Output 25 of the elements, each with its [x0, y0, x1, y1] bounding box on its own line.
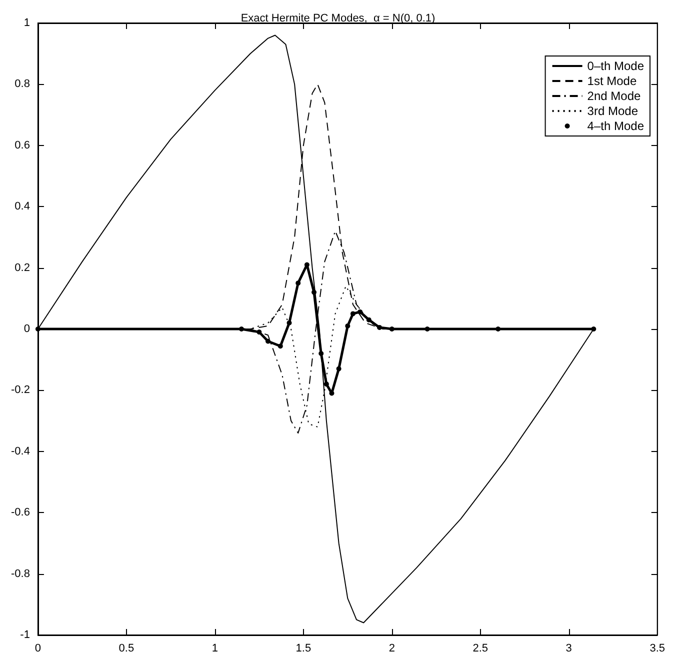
y-tick-label: -0.8	[10, 568, 30, 580]
x-tick-label: 0.5	[118, 642, 134, 654]
x-tick-label: 0	[34, 642, 42, 654]
x-tick-label: 3.5	[650, 642, 666, 654]
y-tick-label: 0.8	[14, 78, 30, 90]
y-tick-label: 1	[24, 17, 30, 29]
x-tick-label: 1.5	[296, 642, 312, 654]
legend-label: 2nd Mode	[587, 89, 641, 103]
y-tick-label: -0.2	[10, 384, 30, 396]
x-tick-label: 2.5	[472, 642, 488, 654]
legend-label: 3rd Mode	[587, 104, 638, 118]
y-tick-label: -0.6	[10, 506, 30, 519]
legend-label: 0–th Mode	[587, 59, 644, 73]
y-tick-label: 0	[24, 323, 30, 335]
chart-title: Exact Hermite PC Modes, α = N(0, 0.1)	[240, 12, 436, 24]
y-tick-label: 0.2	[14, 262, 30, 274]
y-tick-label: -0.4	[10, 445, 30, 458]
y-tick-label: 0.6	[14, 139, 30, 152]
x-tick-label: 1	[212, 642, 218, 654]
x-tick-label: 2	[388, 642, 395, 654]
y-tick-label: -1	[20, 629, 30, 641]
x-tick-label: 3	[566, 642, 572, 654]
y-tick-label: 0.4	[14, 200, 30, 213]
legend-label: 4–th Mode	[587, 119, 644, 133]
legend-label: 1st Mode	[587, 74, 637, 88]
